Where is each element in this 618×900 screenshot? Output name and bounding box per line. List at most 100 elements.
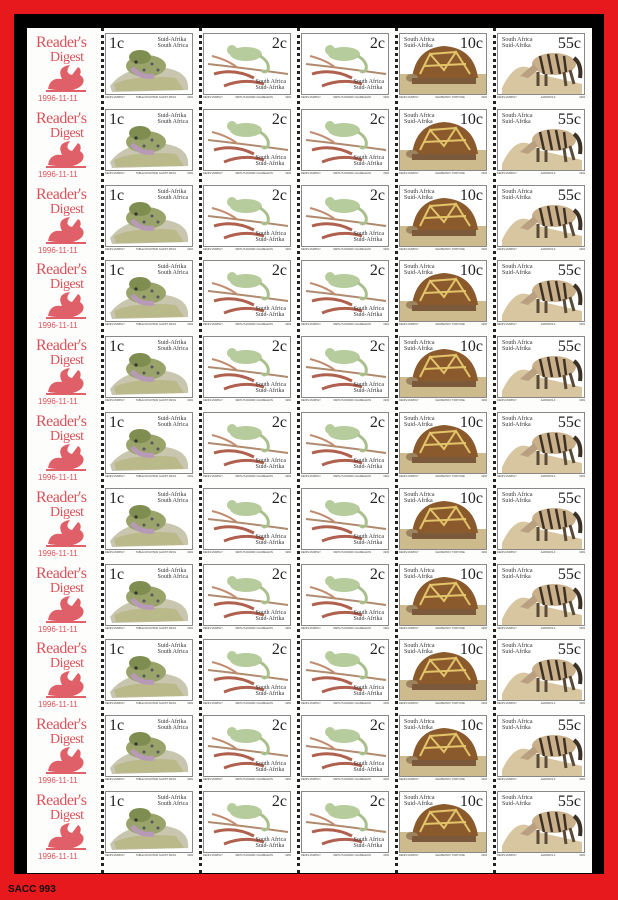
country-line2: Suid-Afrika [353,312,383,319]
chameleon-illustration [302,640,388,701]
frog-illustration [106,792,192,852]
stamp-value: 55c [557,565,581,583]
country-name: South Africa Suid-Afrika [502,416,533,428]
country-line2: South Africa [157,43,189,49]
tortoise-illustration [400,413,486,473]
country-line1: South Africa [353,837,385,843]
stamp-frame: 2c South Africa Suid-Afrika [301,639,389,702]
stamp-frame: 2c South Africa Suid-Afrika [203,260,291,323]
country-line2: Suid-Afrika [404,649,433,656]
species: TABLE MOUNTAIN GHOST FROG [135,702,177,706]
country-name: South Africa Suid-Afrika [354,382,385,394]
stamp-frog: 1c Suid-Afrika South Africa DENIS MURPHY TAB… [105,715,193,785]
year: 1993 [579,626,585,630]
country-name: South Africa Suid-Afrika [502,189,533,201]
stamp-chameleon: 2c South Africa Suid-Afrika DENIS MURPHY SMI… [301,33,389,103]
stamp-caption: DENIS MURPHY AARDWOLF 1993 [497,399,585,402]
country-line1: South Africa [502,37,533,43]
country-line1: Suid-Afrika [157,340,187,347]
year: 1993 [481,171,487,175]
stamp-frame: 1c Suid-Afrika South Africa [105,412,193,474]
artist: DENIS MURPHY [105,778,125,782]
species: TABLE MOUNTAIN GHOST FROG [135,399,177,403]
species: TABLE MOUNTAIN GHOST FROG [135,171,177,175]
country-line1: South Africa [353,685,385,692]
stamp-tortoise: 10c South Africa Suid-Afrika DENIS MURPHY GE… [399,33,487,103]
country-line2: South Africa [157,497,189,504]
chameleon-illustration [204,792,290,852]
country-name: South Africa Suid-Afrika [256,155,287,167]
stamp-value: 1c [109,489,125,507]
stamp-value: 1c [109,110,125,128]
country-line1: South Africa [404,491,435,498]
stamp-caption: DENIS MURPHY SMITH'S DWARF CHAMELEON 1993 [203,475,291,478]
year: 1993 [383,247,389,251]
stamp-value: 2c [369,262,385,280]
species: AARDWOLF [540,399,556,403]
year: 1993 [481,854,487,857]
stamp-value: 10c [459,489,483,507]
aardwolf-illustration [498,413,584,473]
stamp-frame: 1c Suid-Afrika South Africa [105,563,193,626]
stamp-frame: 2c South Africa Suid-Afrika [301,108,389,171]
stamp-aardwolf: 55c South Africa Suid-Afrika DENIS MURPHY AA… [497,260,585,330]
country-name: South Africa Suid-Afrika [502,795,533,807]
artist: DENIS MURPHY [399,702,419,706]
country-line2: Suid-Afrika [404,725,433,732]
stamp-caption: DENIS MURPHY TABLE MOUNTAIN GHOST FROG 199… [105,551,193,554]
stamp-frog: 1c Suid-Afrika South Africa DENIS MURPHY TAB… [105,260,193,330]
stamp-value: 2c [271,641,287,659]
margin-inscription: Reader's Digest 1996-11-11 [30,715,100,787]
country-line1: South Africa [404,112,435,119]
country-line1: South Africa [353,230,385,237]
stamp-caption: DENIS MURPHY SMITH'S DWARF CHAMELEON 1993 [301,323,389,326]
year: 1993 [187,702,193,706]
year: 1993 [187,399,193,403]
pegasus-icon [42,139,90,174]
country-line2: Suid-Afrika [502,422,531,428]
year: 1993 [579,96,585,99]
frog-illustration [106,261,192,322]
tortoise-illustration [400,564,486,625]
aardwolf-illustration [498,564,584,625]
country-name: South Africa Suid-Afrika [354,837,385,849]
margin-date: 1996-11-11 [38,852,78,861]
artist: DENIS MURPHY [105,550,125,554]
country-line2: Suid-Afrika [353,767,383,774]
stamp-caption: DENIS MURPHY TABLE MOUNTAIN GHOST FROG 199… [105,854,193,857]
country-line1: South Africa [255,685,287,692]
chameleon-illustration [204,488,290,549]
artist: DENIS MURPHY [497,702,517,706]
year: 1993 [285,626,291,630]
stamp-value: 10c [459,186,483,204]
stamp-frame: 10c South Africa Suid-Afrika [399,184,487,247]
logo-line1: Reader's [36,488,87,506]
stamp-frame: 55c South Africa Suid-Afrika [497,108,585,171]
stamp-frame: 2c South Africa Suid-Afrika [301,336,389,399]
stamp-caption: DENIS MURPHY AARDWOLF 1993 [497,323,585,326]
artist: DENIS MURPHY [105,475,125,478]
country-line1: South Africa [353,458,385,464]
stamp-caption: DENIS MURPHY AARDWOLF 1993 [497,96,585,99]
stamp-caption: DENIS MURPHY SMITH'S DWARF CHAMELEON 1993 [203,627,291,630]
country-line1: South Africa [353,761,385,768]
logo-line2: Digest [50,429,84,444]
year: 1993 [481,702,487,706]
stamp-caption: DENIS MURPHY TABLE MOUNTAIN GHOST FROG 199… [105,778,193,781]
year: 1993 [481,96,487,99]
year: 1993 [285,475,291,478]
country-line1: South Africa [404,795,435,801]
stamp-chameleon: 2c South Africa Suid-Afrika DENIS MURPHY SMI… [203,639,291,709]
stamp-frog: 1c Suid-Afrika South Africa DENIS MURPHY TAB… [105,108,193,179]
stamp-frame: 2c South Africa Suid-Afrika [301,184,389,247]
species: AARDWOLF [540,854,556,857]
year: 1993 [481,475,487,478]
stamp-caption: DENIS MURPHY AARDWOLF 1993 [497,854,585,857]
country-name: Suid-Afrika South Africa [158,340,189,352]
stamp-caption: DENIS MURPHY AARDWOLF 1993 [497,475,585,478]
country-line2: Suid-Afrika [353,539,383,546]
country-name: South Africa Suid-Afrika [404,643,435,655]
country-line1: South Africa [255,458,287,464]
margin-date: 1996-11-11 [38,397,78,407]
chameleon-illustration [302,185,388,246]
